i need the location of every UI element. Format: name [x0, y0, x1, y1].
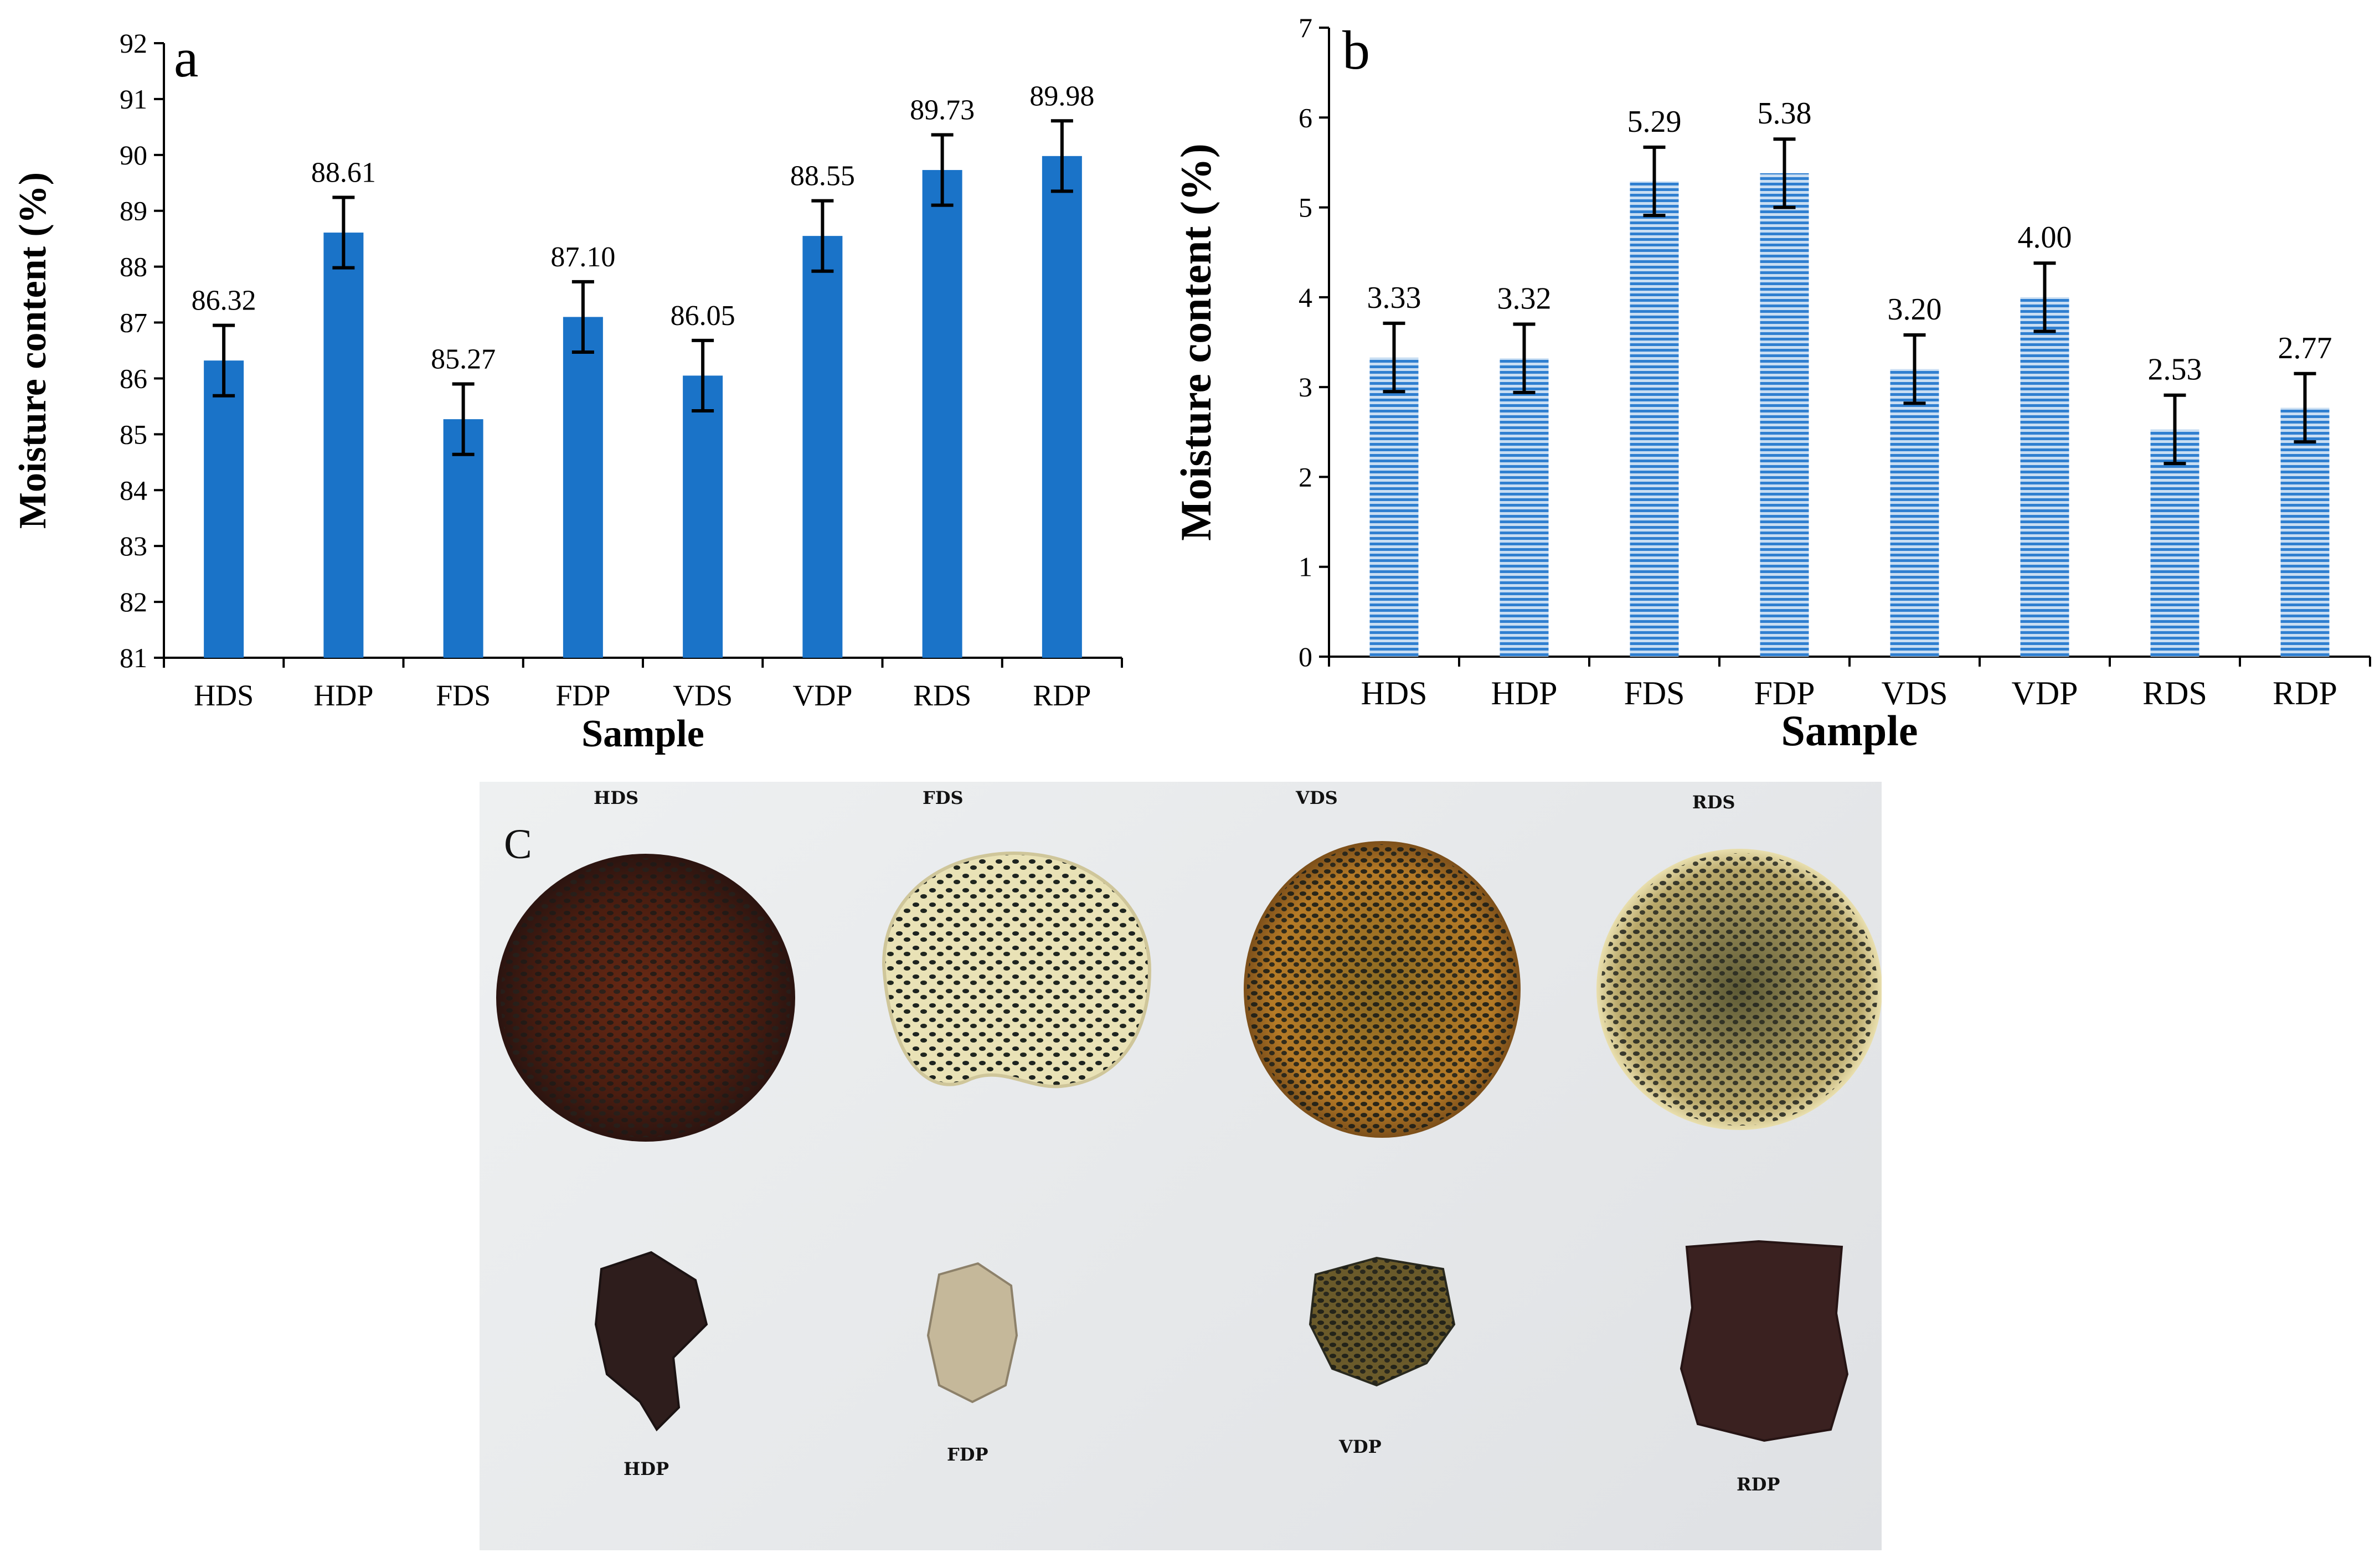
value-label: 86.05 — [671, 300, 735, 332]
category-label: HDP — [1491, 675, 1557, 711]
value-label: 88.55 — [790, 161, 855, 192]
sample-rds-image — [1596, 849, 1882, 1130]
category-label: HDS — [1361, 675, 1427, 711]
y-tick-label: 2 — [1299, 461, 1312, 492]
category-label: FDP — [1754, 675, 1815, 711]
photo-label-hds: HDS — [594, 787, 639, 808]
sample-hds-image — [496, 854, 795, 1142]
chart-b: 0 1 2 3 4 5 6 7 3.33 HDS 3.32 HDP 5.29 FDS 5.38 FDP 3.20… — [1172, 12, 2371, 755]
y-axis-title: Moisture content (%) — [12, 172, 54, 529]
photo-label-rds: RDS — [1692, 792, 1735, 813]
value-label: 3.33 — [1367, 281, 1421, 315]
y-tick-label: 89 — [120, 195, 147, 226]
sample-photo-panel: C HDS FDS VDS RDS — [480, 782, 1882, 1550]
bar-rdp — [2280, 407, 2330, 657]
bar-vds — [1890, 369, 1939, 657]
category-label: RDP — [1033, 679, 1091, 712]
x-axis-title: Sample — [581, 713, 704, 755]
y-tick-label: 82 — [120, 586, 147, 617]
bar-hdp — [1500, 358, 1549, 657]
panel-label-c: C — [504, 821, 532, 868]
y-tick-label: 91 — [120, 84, 147, 115]
y-tick-label: 83 — [120, 530, 147, 561]
sample-fdp-image — [926, 1262, 1018, 1404]
category-label: FDP — [555, 679, 610, 712]
bar-hdp — [323, 233, 364, 658]
sample-hdp-image — [594, 1251, 708, 1432]
y-tick-label: 81 — [120, 642, 147, 673]
photo-label-fdp: FDP — [947, 1444, 988, 1465]
y-tick-label: 5 — [1299, 192, 1312, 223]
y-tick-label: 6 — [1299, 102, 1312, 133]
y-tick-label: 86 — [120, 363, 147, 394]
y-tick-label: 92 — [120, 28, 147, 59]
bar-vdp — [802, 236, 843, 658]
photo-label-hdp: HDP — [624, 1458, 669, 1479]
category-label: RDP — [2273, 675, 2337, 711]
value-label: 87.10 — [550, 241, 615, 273]
y-tick-label: 7 — [1299, 12, 1312, 43]
category-label: VDP — [2011, 675, 2078, 711]
y-tick-label: 0 — [1299, 641, 1312, 672]
y-tick-label: 90 — [120, 140, 147, 171]
value-label: 89.73 — [910, 94, 975, 126]
bar-fds — [443, 419, 483, 658]
y-tick-label: 4 — [1299, 282, 1312, 313]
bar-rds — [2150, 429, 2199, 657]
category-label: RDS — [913, 679, 971, 712]
value-label: 3.32 — [1497, 282, 1552, 316]
y-tick-label: 84 — [120, 474, 147, 505]
y-axis-title: Moisture content (%) — [1172, 143, 1220, 541]
sample-fds-image — [882, 852, 1152, 1089]
x-axis-title: Sample — [1781, 706, 1918, 755]
value-label: 4.00 — [2018, 220, 2072, 255]
charts-canvas: 81 82 83 84 85 86 87 88 89 90 91 92 86.32 HDS 88.61 HDP… — [12, 12, 2371, 755]
value-label: 89.98 — [1029, 80, 1094, 112]
panel-label: b — [1342, 19, 1370, 81]
y-tick-label: 85 — [120, 419, 147, 450]
category-label: FDS — [1624, 675, 1684, 711]
category-label: VDS — [1881, 675, 1948, 711]
value-label: 3.20 — [1888, 292, 1942, 327]
y-tick-label: 3 — [1299, 372, 1312, 403]
y-tick-label: 88 — [120, 251, 147, 282]
bar-hds — [204, 360, 244, 658]
category-label: RDS — [2142, 675, 2207, 711]
value-label: 2.77 — [2278, 331, 2332, 365]
value-label: 2.53 — [2148, 353, 2202, 387]
sample-vds-image — [1244, 841, 1521, 1138]
photo-label-vdp: VDP — [1339, 1436, 1382, 1457]
value-label: 88.61 — [311, 157, 376, 189]
bar-rdp — [1042, 156, 1082, 658]
category-label: FDS — [436, 679, 491, 712]
bar-vdp — [2020, 297, 2069, 657]
chart-a: 81 82 83 84 85 86 87 88 89 90 91 92 86.32 HDS 88.61 HDP… — [12, 27, 1123, 755]
y-tick-label: 87 — [120, 307, 147, 338]
category-label: HDS — [194, 679, 254, 712]
bar-fdp — [563, 317, 603, 658]
bar-hds — [1369, 357, 1419, 657]
category-label: VDS — [673, 679, 733, 712]
bar-fdp — [1760, 173, 1809, 657]
category-label: VDP — [792, 679, 852, 712]
photo-label-rdp: RDP — [1737, 1474, 1780, 1495]
photo-label-vds: VDS — [1296, 787, 1338, 808]
bar-rds — [922, 170, 962, 658]
sample-vdp-image — [1309, 1256, 1456, 1387]
category-label: HDP — [313, 679, 373, 712]
value-label: 5.29 — [1627, 105, 1682, 139]
y-tick-label: 1 — [1299, 551, 1312, 582]
value-label: 5.38 — [1758, 96, 1812, 131]
sample-rdp-image — [1680, 1240, 1849, 1442]
value-label: 86.32 — [192, 285, 256, 317]
panel-label: a — [174, 27, 198, 89]
value-label: 85.27 — [431, 344, 496, 375]
bar-vds — [683, 375, 723, 658]
bar-fds — [1630, 181, 1679, 657]
photo-label-fds: FDS — [923, 787, 964, 808]
